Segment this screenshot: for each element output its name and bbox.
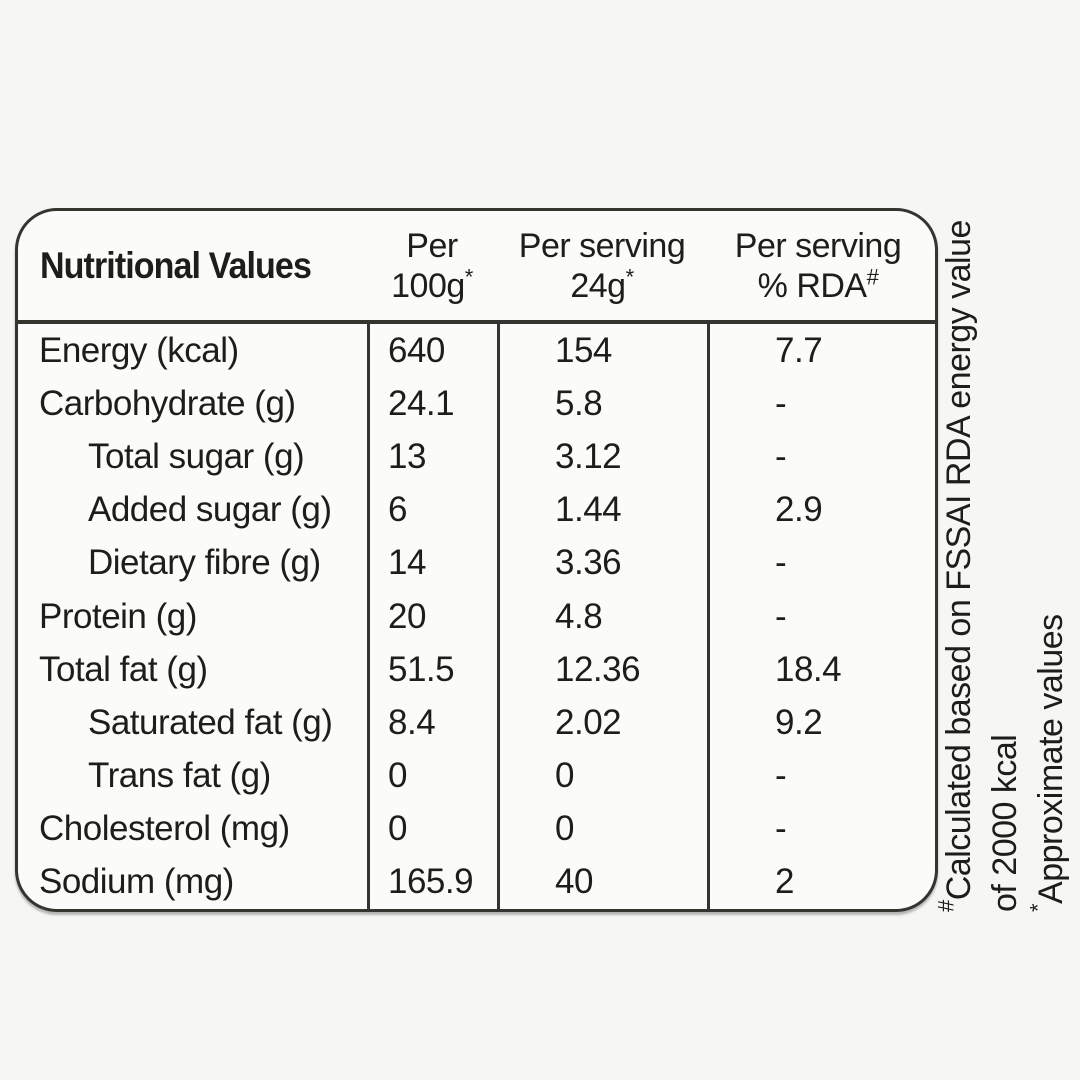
value-per-100g: 6 (388, 490, 407, 530)
table-row: Cholesterol (mg) 0 0 - (18, 803, 935, 856)
value-percent-rda: - (775, 756, 787, 796)
col-header-per-serving: Per serving 24g* (497, 211, 707, 320)
row-label: Added sugar (g) (88, 490, 332, 530)
value-percent-rda: - (775, 436, 787, 476)
asterisk-mark: * (464, 264, 474, 290)
value-per-100g: 51.5 (388, 649, 455, 689)
table-row: Added sugar (g) 6 1.44 2.9 (18, 484, 935, 537)
column-divider-3 (707, 324, 710, 909)
asterisk-mark: * (1025, 903, 1051, 912)
value-per-100g: 14 (388, 543, 426, 583)
value-per-serving: 0 (555, 756, 574, 796)
col-header-per-100g: Per 100g* (367, 211, 497, 320)
value-per-100g: 8.4 (388, 702, 436, 742)
table-row: Protein (g) 20 4.8 - (18, 590, 935, 643)
col-header-line2: 24g* (570, 264, 635, 305)
value-percent-rda: - (775, 383, 787, 423)
table-row: Trans fat (g) 0 0 - (18, 750, 935, 803)
row-label: Total sugar (g) (88, 436, 305, 476)
col-header-per-serving-rda: Per serving % RDA# (707, 211, 929, 320)
value-percent-rda: 9.2 (775, 702, 823, 742)
value-percent-rda: 2 (775, 862, 794, 902)
value-per-serving: 4.8 (555, 596, 603, 636)
footnote-approximate-values: *Approximate values (1025, 562, 1074, 912)
row-label: Sodium (mg) (39, 862, 234, 902)
footnote-line2: of 2000 kcal (986, 734, 1024, 912)
value-per-100g: 20 (388, 596, 426, 636)
row-label: Dietary fibre (g) (88, 543, 321, 583)
value-per-100g: 0 (388, 756, 407, 796)
hash-mark: # (933, 900, 959, 912)
table-title: Nutritional Values (40, 244, 312, 286)
table-row: Dietary fibre (g) 14 3.36 - (18, 537, 935, 590)
table-header: Nutritional Values Per 100g* Per serving… (18, 211, 935, 320)
value-per-serving: 154 (555, 330, 612, 370)
value-per-serving: 40 (555, 862, 593, 902)
nutrition-table: Nutritional Values Per 100g* Per serving… (15, 208, 938, 912)
value-percent-rda: 7.7 (775, 330, 823, 370)
footnote-rda-calculation: #Calculated based on FSSAI RDA energy va… (933, 137, 1028, 912)
row-label: Carbohydrate (g) (39, 383, 296, 423)
value-percent-rda: 18.4 (775, 649, 842, 689)
value-per-100g: 13 (388, 436, 426, 476)
row-label: Protein (g) (39, 596, 197, 636)
col-header-line2: 100g* (391, 264, 474, 305)
table-row: Carbohydrate (g) 24.1 5.8 - (18, 377, 935, 430)
footnote-text: Approximate values (1032, 614, 1070, 904)
value-per-serving: 1.44 (555, 490, 622, 530)
value-per-100g: 165.9 (388, 862, 474, 902)
value-per-serving: 5.8 (555, 383, 603, 423)
row-label: Energy (kcal) (39, 330, 239, 370)
value-per-serving: 12.36 (555, 649, 641, 689)
value-percent-rda: 2.9 (775, 490, 823, 530)
row-label: Cholesterol (mg) (39, 809, 290, 849)
value-per-serving: 3.12 (555, 436, 622, 476)
row-label: Trans fat (g) (88, 756, 271, 796)
value-per-serving: 2.02 (555, 702, 622, 742)
table-row: Energy (kcal) 640 154 7.7 (18, 324, 935, 377)
column-divider-2 (497, 324, 500, 909)
value-per-serving: 0 (555, 809, 574, 849)
row-label: Saturated fat (g) (88, 702, 333, 742)
value-per-100g: 0 (388, 809, 407, 849)
table-row: Total sugar (g) 13 3.12 - (18, 430, 935, 483)
table-row: Total fat (g) 51.5 12.36 18.4 (18, 643, 935, 696)
value-percent-rda: - (775, 809, 787, 849)
row-label: Total fat (g) (39, 649, 208, 689)
table-row: Saturated fat (g) 8.4 2.02 9.2 (18, 696, 935, 749)
value-percent-rda: - (775, 543, 787, 583)
table-body: Energy (kcal) 640 154 7.7 Carbohydrate (… (18, 324, 935, 909)
value-per-100g: 24.1 (388, 383, 455, 423)
header-separator-line (18, 320, 935, 324)
asterisk-mark: * (625, 264, 635, 290)
hash-mark: # (866, 264, 879, 290)
value-per-serving: 3.36 (555, 543, 622, 583)
col-header-line1: Per (406, 226, 458, 265)
value-percent-rda: - (775, 596, 787, 636)
footnote-line1: Calculated based on FSSAI RDA energy val… (940, 220, 978, 901)
table-row: Sodium (mg) 165.9 40 2 (18, 856, 935, 909)
col-header-line1: Per serving (734, 226, 902, 265)
column-divider-1 (367, 324, 370, 909)
col-header-line1: Per serving (518, 226, 686, 265)
col-header-line2: % RDA# (757, 264, 879, 305)
value-per-100g: 640 (388, 330, 445, 370)
